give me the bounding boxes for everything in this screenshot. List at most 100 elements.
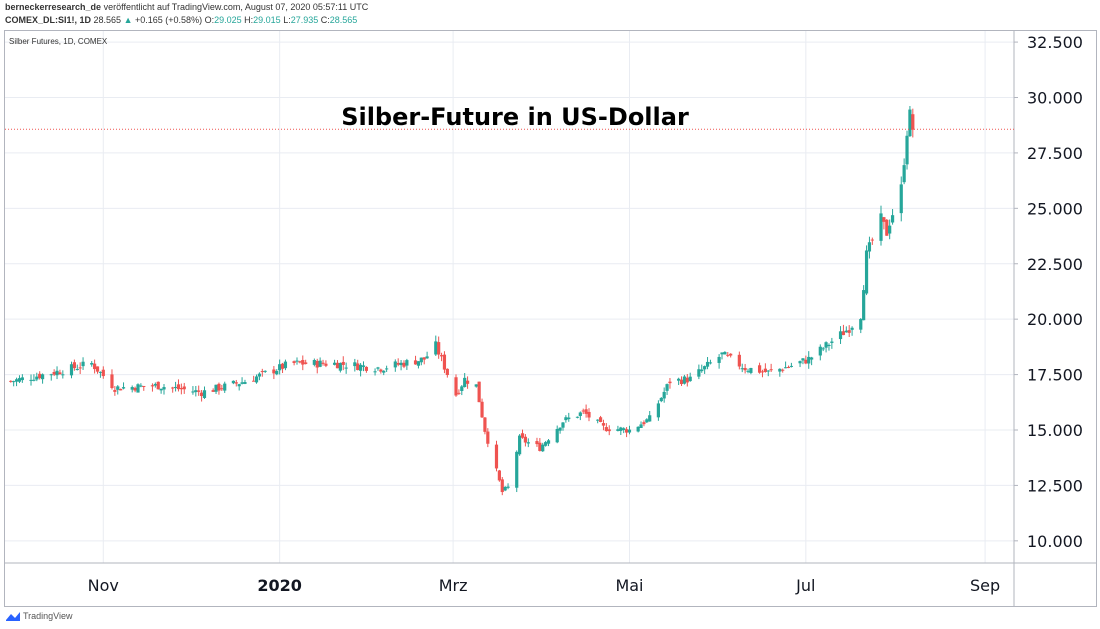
candle-body: [862, 290, 866, 321]
candle-body: [850, 327, 854, 330]
candle-body: [335, 362, 340, 369]
candle-body: [110, 374, 114, 389]
candle: [257, 372, 262, 381]
candle-body: [223, 383, 227, 391]
candle: [78, 362, 82, 375]
candle-body: [729, 353, 733, 356]
candle: [191, 386, 195, 395]
tradingview-brand[interactable]: TradingView: [23, 611, 73, 621]
candle-body: [668, 381, 672, 384]
candle: [781, 368, 785, 373]
candle: [254, 374, 259, 384]
candle: [113, 385, 117, 396]
candle: [723, 351, 727, 355]
open-value: 29.025: [214, 15, 242, 25]
candle: [890, 209, 895, 225]
candle-body: [72, 362, 76, 369]
candle: [804, 355, 808, 365]
candle: [457, 389, 461, 395]
candle-body: [526, 442, 530, 444]
candle-body: [182, 386, 186, 390]
candle: [844, 326, 848, 333]
candle: [405, 358, 409, 370]
candle-body: [827, 344, 831, 346]
candle: [769, 363, 773, 373]
candle-body: [405, 360, 409, 366]
candle: [789, 362, 793, 368]
candle-body: [49, 374, 53, 376]
grid-lines: [5, 31, 1014, 563]
candle-body: [341, 361, 345, 365]
candle: [9, 380, 13, 383]
candle-body: [703, 366, 707, 370]
time-tick-label: Sep: [970, 576, 1000, 595]
candle-body: [237, 384, 241, 387]
candle-body: [555, 428, 559, 443]
candle: [413, 355, 418, 365]
candle-body: [58, 372, 62, 375]
candle: [700, 364, 704, 373]
candle-body: [497, 470, 501, 481]
candle: [598, 415, 603, 423]
candle: [153, 382, 157, 388]
candle: [376, 366, 380, 371]
candle-body: [786, 367, 791, 369]
candle-body: [801, 358, 805, 361]
candle: [601, 419, 606, 431]
candle-body: [40, 374, 45, 380]
candle: [58, 369, 62, 375]
candle: [786, 365, 791, 369]
candle-body: [312, 360, 316, 365]
author-name[interactable]: berneckerresearch_de: [5, 2, 102, 12]
candle-body: [295, 360, 299, 362]
candle-body: [130, 387, 134, 390]
candle-body: [197, 390, 201, 392]
candle: [416, 361, 421, 369]
candle-body: [416, 361, 421, 366]
time-tick-label: Mai: [615, 576, 643, 595]
candle: [136, 383, 140, 393]
candle: [280, 362, 285, 374]
candle: [515, 450, 519, 493]
time-tick-label: Mrz: [439, 576, 468, 595]
candle-body: [578, 412, 582, 416]
high-label: H:: [244, 15, 254, 25]
candle: [130, 385, 134, 393]
candle: [90, 361, 94, 367]
candle-body: [292, 361, 296, 363]
candle-body: [781, 369, 785, 371]
candle: [757, 362, 762, 374]
candle-body: [500, 479, 504, 493]
candle: [656, 400, 660, 421]
candle: [596, 419, 600, 424]
candle-body: [318, 360, 322, 367]
candle: [69, 361, 74, 379]
ohlc-line: COMEX_DL:SI1!, 1D 28.565 ▲ +0.165 (+0.58…: [5, 15, 357, 25]
candle: [619, 426, 623, 436]
candle: [439, 352, 444, 362]
candle: [194, 385, 198, 397]
candle: [824, 341, 828, 353]
candle-body: [717, 356, 721, 363]
candle-body: [413, 360, 418, 365]
candle: [237, 383, 241, 391]
candle: [275, 369, 279, 376]
candle: [882, 216, 886, 230]
candle: [870, 237, 874, 245]
candle-body: [685, 377, 689, 383]
low-value: 27.935: [290, 15, 319, 25]
candle: [708, 359, 713, 365]
candle-body: [263, 370, 267, 372]
candle: [223, 381, 227, 393]
candle-body: [564, 417, 568, 421]
candle-body: [659, 397, 663, 402]
candle: [743, 363, 747, 374]
candle-body: [344, 367, 348, 369]
candle-body: [798, 361, 802, 364]
candle-body: [596, 419, 600, 421]
candle: [159, 388, 163, 394]
candle: [32, 374, 36, 382]
candle: [746, 368, 750, 374]
candle: [642, 420, 646, 427]
